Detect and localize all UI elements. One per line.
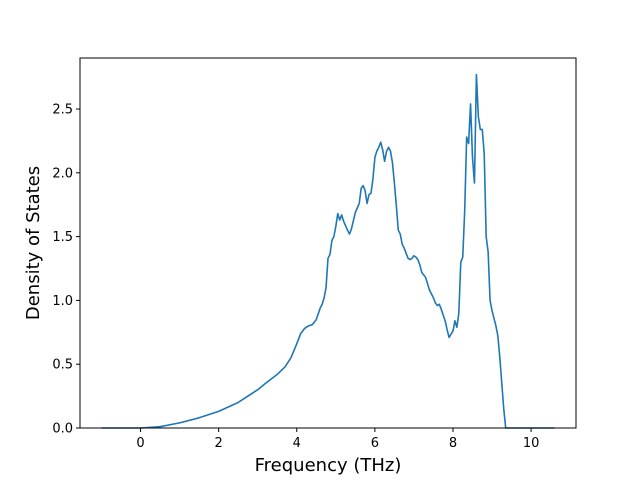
y-tick-label: 0.0 xyxy=(52,422,73,437)
y-tick-label: 1.0 xyxy=(52,294,73,309)
x-tick-label: 10 xyxy=(523,436,540,451)
ticks-group: 0 2 4 6 8 10 0.0 0.5 1.0 1.5 2.0 2.5 xyxy=(52,103,539,451)
y-tick-label: 1.5 xyxy=(52,230,73,245)
dos-series-line xyxy=(101,73,555,429)
x-axis-title: Frequency (THz) xyxy=(255,455,402,476)
y-axis-title: Density of States xyxy=(23,166,44,320)
x-tick-label: 6 xyxy=(371,436,379,451)
plot-area-frame xyxy=(79,57,577,429)
x-tick-label: 8 xyxy=(449,436,457,451)
x-tick-label: 2 xyxy=(215,436,223,451)
y-tick-label: 2.0 xyxy=(52,166,73,181)
x-tick-label: 4 xyxy=(293,436,301,451)
y-tick-label: 0.5 xyxy=(52,358,73,373)
x-tick-label: 0 xyxy=(136,436,144,451)
y-tick-label: 2.5 xyxy=(52,103,73,118)
